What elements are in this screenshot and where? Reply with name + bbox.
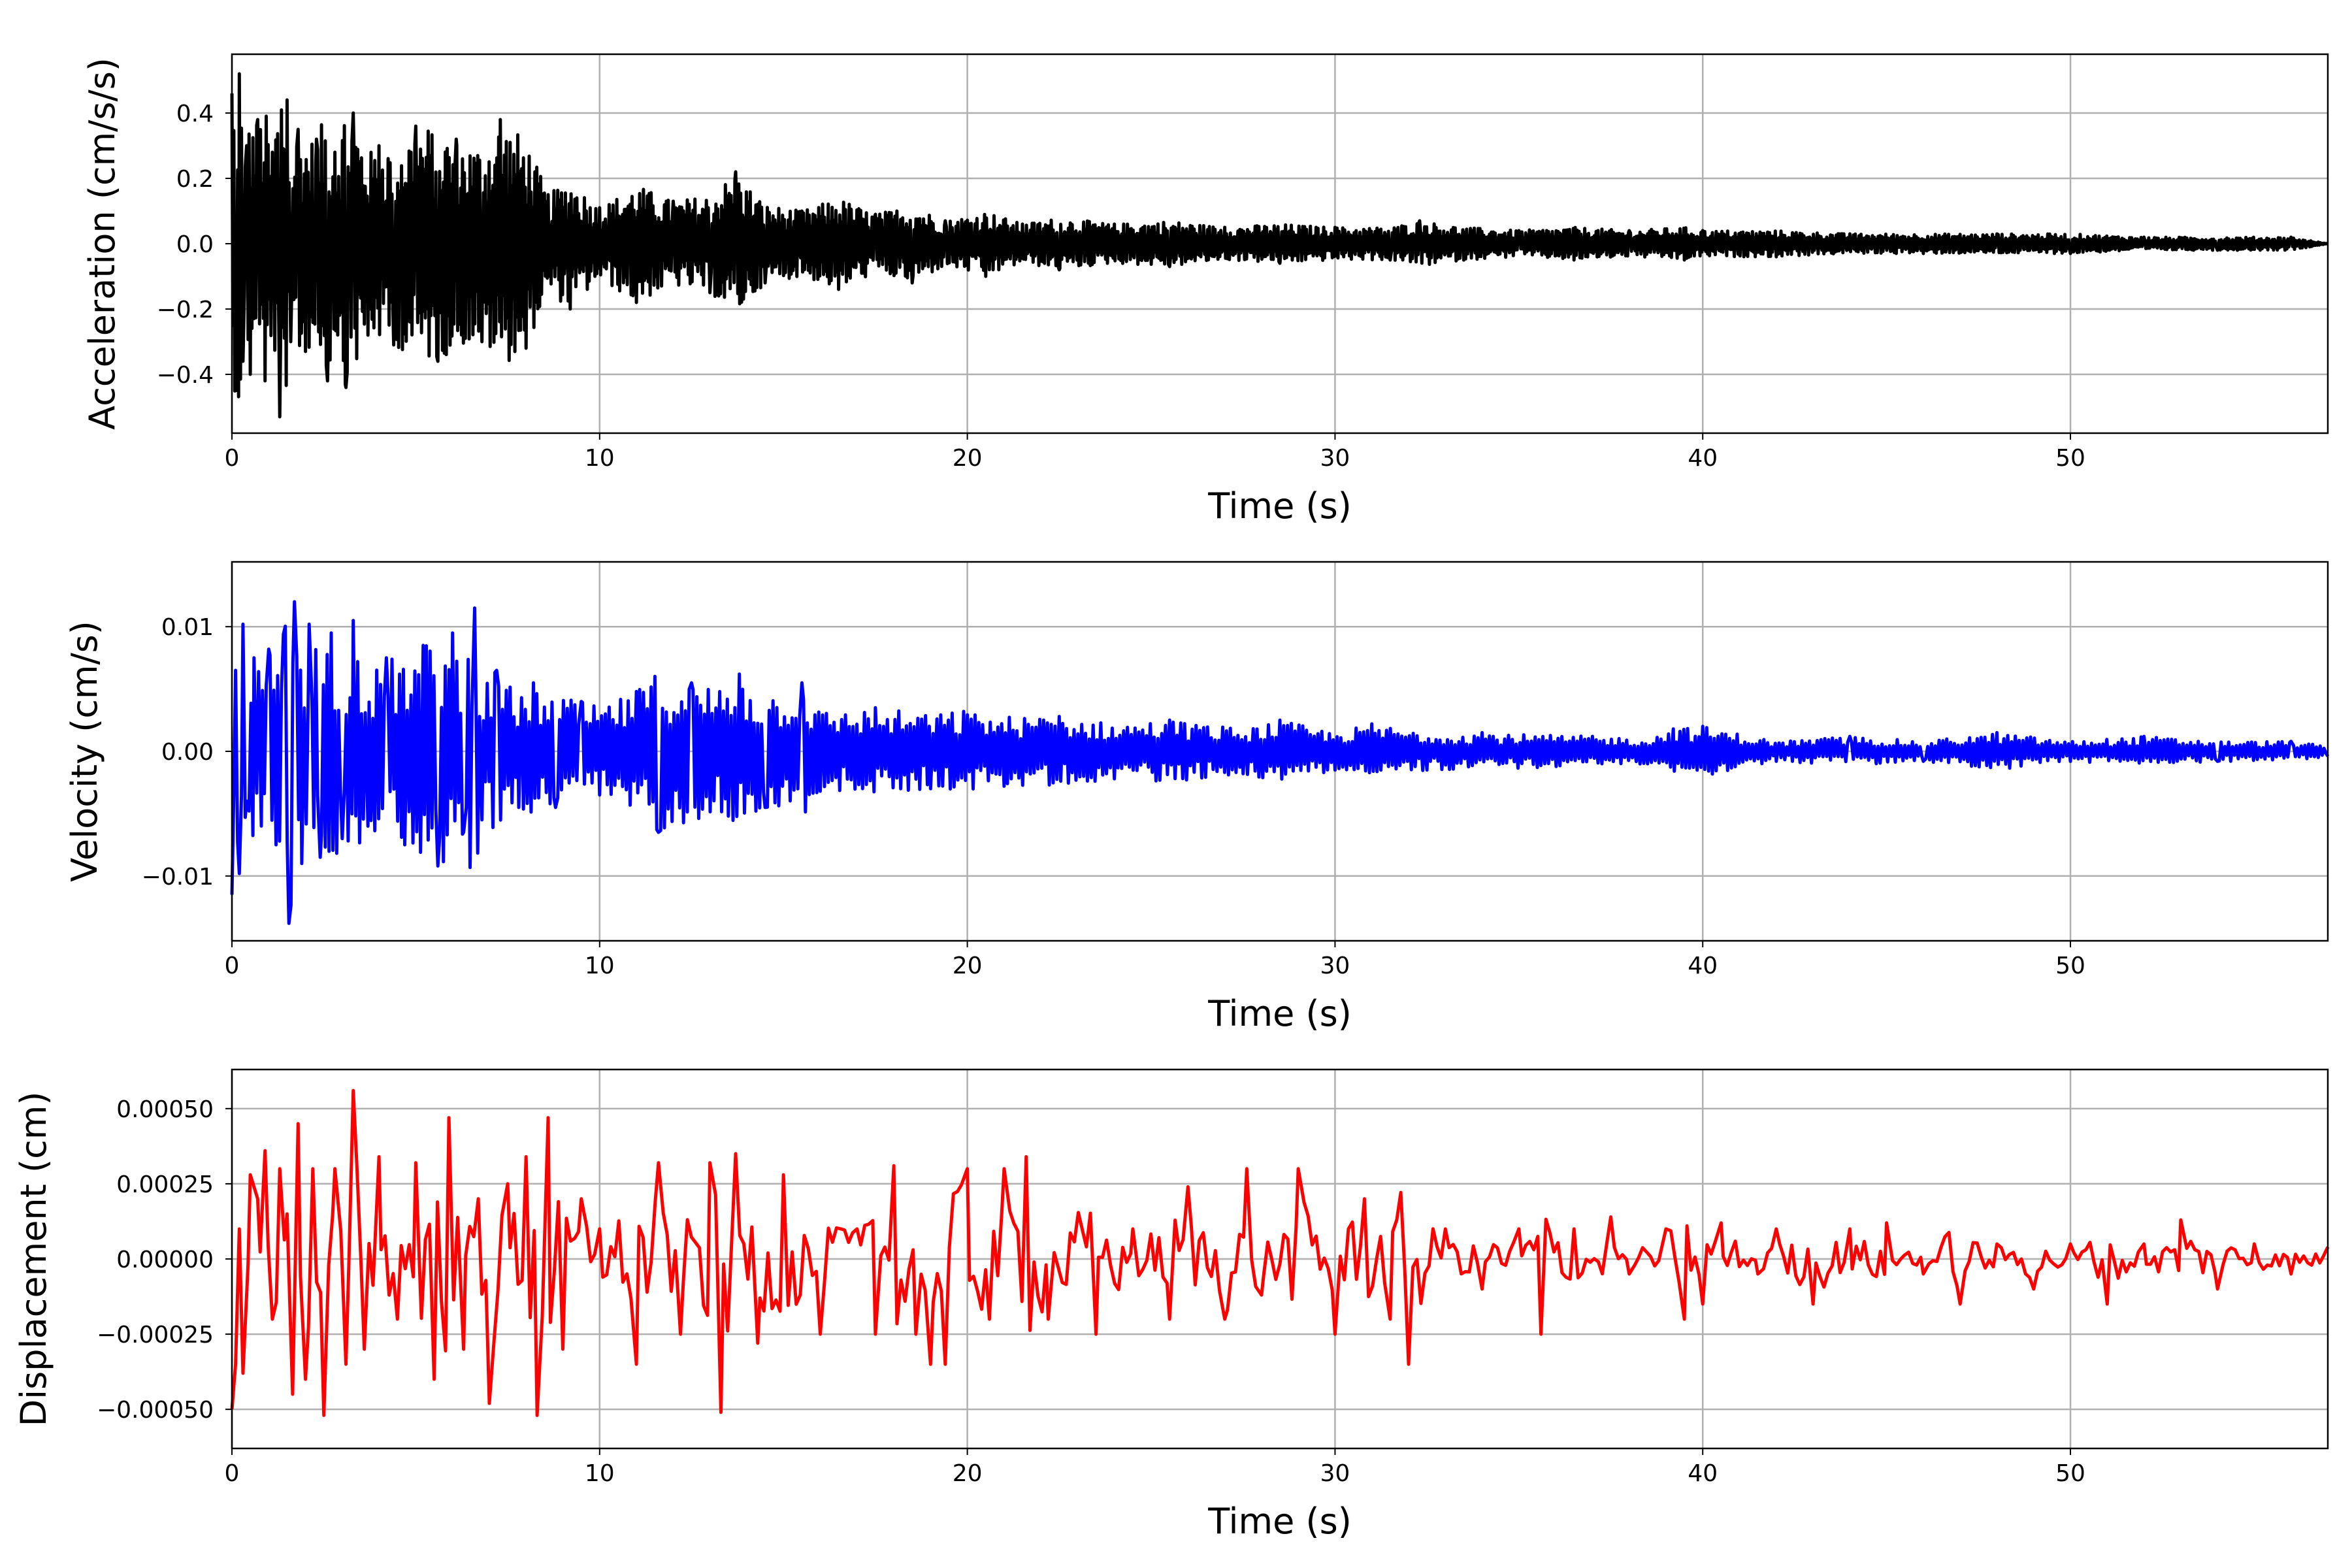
displacement-y-tick-label: −0.00025 bbox=[97, 1322, 214, 1348]
acceleration-x-tick-label: 40 bbox=[1688, 445, 1718, 472]
velocity-y-tick-label: −0.01 bbox=[142, 864, 214, 890]
acceleration-x-tick-label: 30 bbox=[1320, 445, 1350, 472]
velocity-x-tick-label: 20 bbox=[953, 953, 983, 979]
acceleration-x-tick-label: 20 bbox=[953, 445, 983, 472]
velocity-x-tick-label: 30 bbox=[1320, 953, 1350, 979]
displacement-x-axis-label: Time (s) bbox=[1207, 1501, 1352, 1542]
displacement-y-tick-label: 0.00000 bbox=[116, 1247, 214, 1273]
velocity-x-axis-label: Time (s) bbox=[1207, 993, 1352, 1034]
velocity-x-tick-label: 50 bbox=[2055, 953, 2085, 979]
displacement-x-tick-label: 0 bbox=[225, 1460, 240, 1487]
velocity-series-line bbox=[230, 600, 2330, 925]
acceleration-y-axis-label: Acceleration (cm/s/s) bbox=[82, 57, 123, 430]
displacement-x-tick-label: 20 bbox=[953, 1460, 983, 1487]
velocity-x-tick-label: 40 bbox=[1688, 953, 1718, 979]
displacement-x-tick-label: 10 bbox=[585, 1460, 615, 1487]
acceleration-x-axis-label: Time (s) bbox=[1207, 485, 1352, 527]
displacement-x-tick-label: 30 bbox=[1320, 1460, 1350, 1487]
velocity-x-tick-label: 10 bbox=[585, 953, 615, 979]
displacement-panel: 0 10 20 30 40 50 −0.00050 −0.00025 0.00000 0.0002… bbox=[13, 1068, 2330, 1542]
acceleration-x-tick-label: 50 bbox=[2055, 445, 2085, 472]
acceleration-y-tick-label: 0.4 bbox=[176, 101, 214, 127]
displacement-y-tick-label: −0.00050 bbox=[97, 1397, 214, 1424]
displacement-y-tick-label: 0.00025 bbox=[116, 1171, 214, 1198]
displacement-series-line bbox=[230, 1088, 2330, 1417]
acceleration-y-tick-label: 0.0 bbox=[176, 231, 214, 258]
velocity-y-tick-label: 0.00 bbox=[161, 739, 214, 766]
velocity-x-tick-label: 0 bbox=[225, 953, 240, 979]
acceleration-y-tick-label: 0.2 bbox=[176, 166, 214, 193]
acceleration-series-line bbox=[230, 72, 2328, 419]
displacement-y-axis-label: Displacement (cm) bbox=[13, 1092, 54, 1427]
velocity-y-axis-label: Velocity (cm/s) bbox=[64, 621, 105, 882]
acceleration-panel: 0 10 20 30 40 50 −0.4 −0.2 0.0 0.2 0.4 Time (s) Ac… bbox=[82, 53, 2329, 527]
velocity-panel: 0 10 20 30 40 50 −0.01 0.00 0.01 Time (s) Veloci… bbox=[64, 561, 2330, 1034]
acceleration-y-tick-label: −0.2 bbox=[157, 297, 214, 323]
displacement-x-tick-label: 40 bbox=[1688, 1460, 1718, 1487]
acceleration-x-tick-label: 0 bbox=[225, 445, 240, 472]
displacement-y-tick-label: 0.00050 bbox=[116, 1096, 214, 1123]
acceleration-y-tick-label: −0.4 bbox=[157, 362, 214, 389]
displacement-x-tick-label: 50 bbox=[2055, 1460, 2085, 1487]
acceleration-x-tick-label: 10 bbox=[585, 445, 615, 472]
velocity-y-tick-label: 0.01 bbox=[161, 614, 214, 641]
